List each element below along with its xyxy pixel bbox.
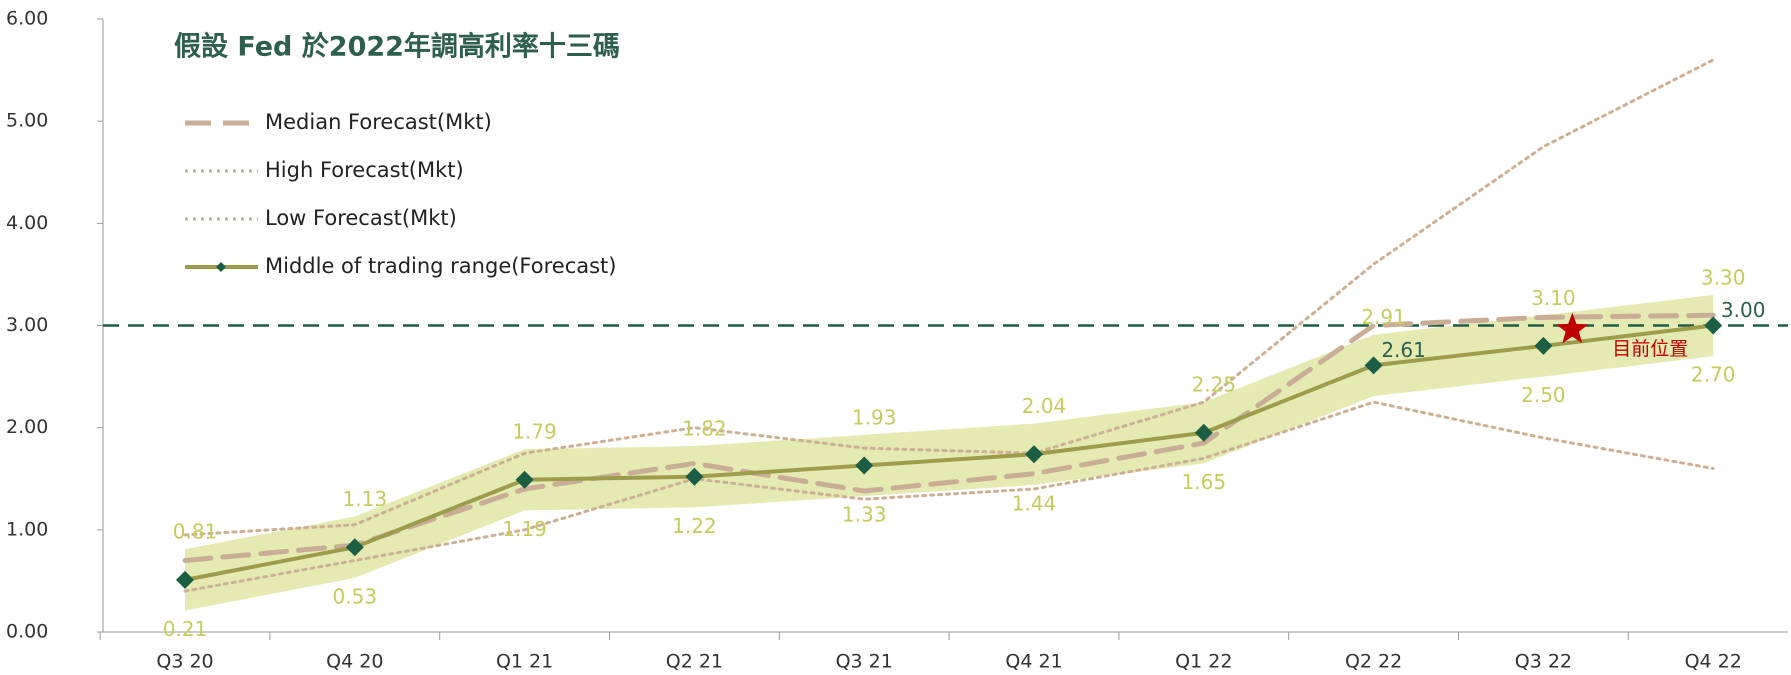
band-label: 3.30: [1701, 265, 1746, 289]
x-tick-label: Q3 21: [836, 651, 893, 673]
x-tick-label: Q3 22: [1515, 651, 1572, 673]
band-label: 0.53: [333, 584, 378, 608]
marker: [1364, 356, 1383, 375]
band-label: 1.93: [852, 405, 897, 429]
legend-label: High Forecast(Mkt): [265, 158, 464, 182]
band-label: 1.82: [682, 417, 727, 441]
band-label: 2.50: [1521, 383, 1566, 407]
band-label: 2.04: [1022, 394, 1067, 418]
band-label: 1.79: [512, 420, 557, 444]
legend-marker: [216, 262, 226, 272]
band-label: 0.81: [173, 520, 218, 544]
band-label: 2.25: [1192, 373, 1237, 397]
y-tick-label: 6.00: [6, 8, 48, 30]
x-tick-label: Q2 21: [666, 651, 723, 673]
marker: [1704, 316, 1723, 335]
chart-title: 假設 Fed 於2022年調高利率十三碼: [174, 31, 620, 63]
current-position-star: [1556, 312, 1589, 344]
x-tick-label: Q2 22: [1345, 651, 1402, 673]
annotation: 目前位置: [1612, 338, 1688, 360]
series-line: [183, 400, 1715, 593]
band-label: 2.91: [1361, 305, 1406, 329]
x-tick-label: Q1 22: [1175, 651, 1232, 673]
x-tick-label: Q3 20: [156, 651, 213, 673]
legend-label: Middle of trading range(Forecast): [265, 254, 616, 278]
band-label: 1.13: [343, 487, 388, 511]
marker: [176, 570, 194, 589]
band-label: 3.10: [1531, 286, 1576, 310]
band-label: 1.65: [1182, 470, 1227, 494]
band-label: 1.22: [672, 514, 717, 538]
series-line: [183, 323, 1716, 582]
band-label: 0.21: [163, 617, 208, 641]
y-tick-label: 0.00: [6, 621, 48, 643]
series-line: [182, 312, 1716, 563]
trading-band: [185, 294, 1714, 611]
data-label: 2.61: [1381, 338, 1426, 362]
marker: [855, 456, 874, 475]
x-tick-label: Q4 21: [1005, 651, 1062, 673]
x-tick-label: Q1 21: [496, 651, 553, 673]
legend-label: Median Forecast(Mkt): [265, 110, 492, 134]
band-label: 1.19: [502, 517, 547, 541]
band-label: 2.70: [1691, 363, 1736, 387]
data-label: 3.00: [1721, 298, 1766, 322]
x-tick-label: Q4 20: [326, 651, 383, 673]
marker: [1025, 445, 1043, 464]
marker: [1194, 423, 1213, 442]
x-tick-label: Q4 22: [1685, 651, 1742, 673]
legend-label: Low Forecast(Mkt): [265, 206, 457, 230]
band-label: 1.33: [842, 503, 887, 527]
marker: [345, 538, 364, 557]
y-tick-label: 4.00: [6, 212, 48, 234]
y-tick-label: 2.00: [6, 416, 48, 438]
band-label: 1.44: [1012, 491, 1057, 515]
y-tick-label: 5.00: [6, 110, 48, 132]
marker: [515, 470, 534, 489]
marker: [685, 467, 704, 486]
y-tick-label: 1.00: [6, 518, 48, 540]
y-tick-label: 3.00: [6, 314, 48, 336]
marker: [1534, 336, 1553, 355]
